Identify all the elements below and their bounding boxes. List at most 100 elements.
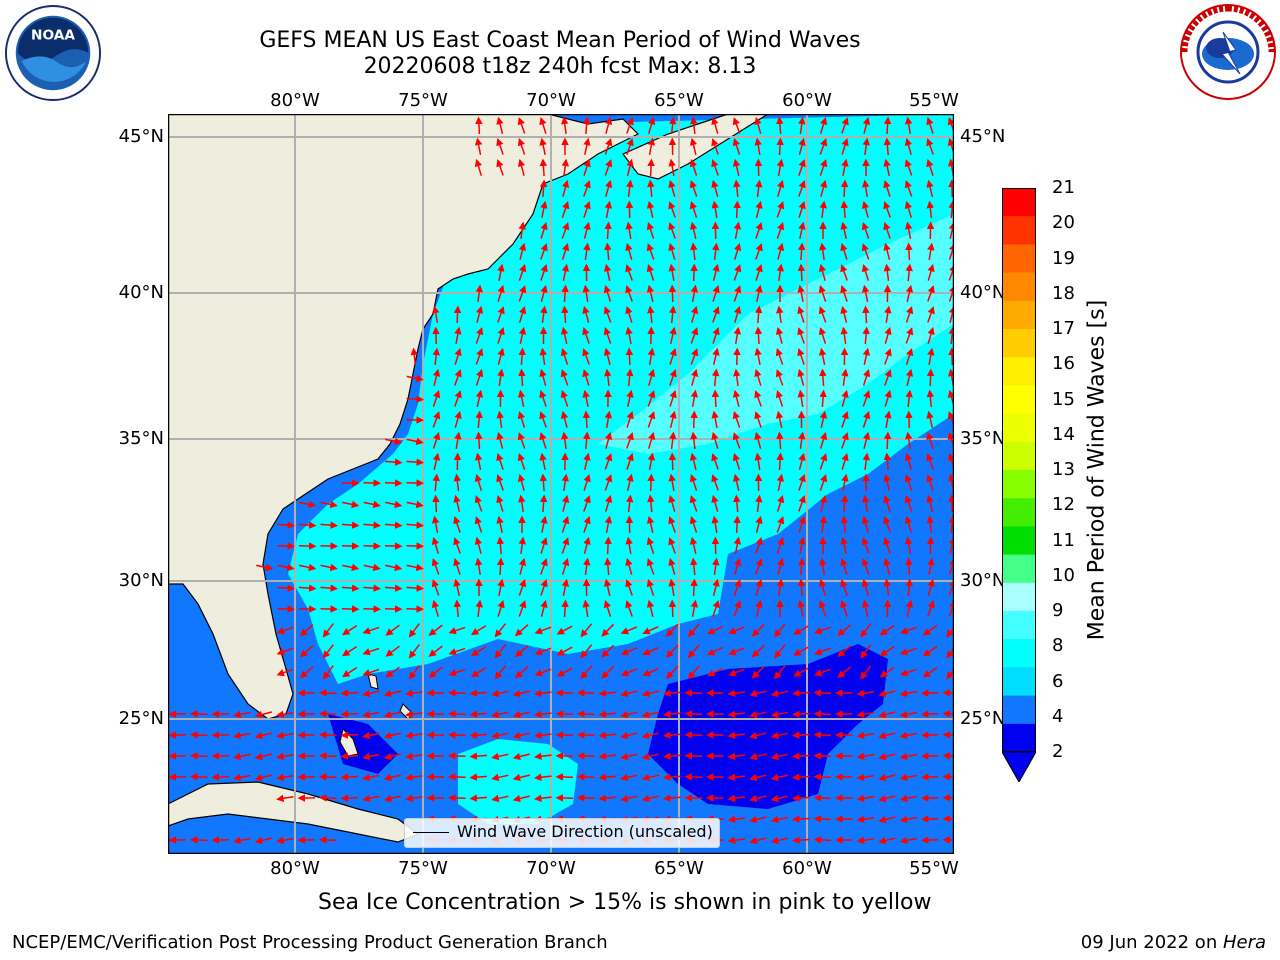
wind-wave-arrow	[775, 369, 784, 386]
wind-wave-arrow	[776, 305, 784, 324]
wind-wave-arrow	[883, 431, 892, 450]
wind-wave-arrow	[899, 731, 918, 740]
wind-wave-arrow	[383, 773, 401, 782]
wind-wave-arrow	[518, 242, 527, 260]
wind-wave-arrow	[728, 668, 745, 677]
wind-wave-arrow	[583, 242, 591, 261]
wind-wave-arrow	[712, 557, 720, 575]
wind-wave-arrow	[561, 431, 569, 450]
wind-wave-arrow	[706, 625, 724, 635]
wind-wave-arrow	[690, 348, 699, 365]
wind-wave-arrow	[620, 626, 638, 635]
wind-wave-arrow	[405, 710, 423, 718]
wind-wave-arrow	[727, 689, 745, 697]
wind-wave-arrow	[454, 410, 462, 428]
wind-wave-arrow	[690, 557, 698, 576]
wind-wave-arrow	[689, 536, 698, 554]
legend-line-swatch	[413, 832, 449, 833]
wind-wave-arrow	[669, 326, 677, 344]
wind-wave-arrow	[733, 515, 741, 534]
map-frame	[168, 114, 954, 854]
wind-wave-arrow	[320, 563, 338, 572]
wind-wave-arrow	[561, 242, 570, 260]
wind-wave-arrow	[668, 537, 676, 554]
wind-wave-arrow	[454, 369, 462, 386]
wind-wave-arrow	[797, 263, 806, 282]
sea-ice-note: Sea Ice Concentration > 15% is shown in …	[318, 890, 932, 915]
wind-wave-arrow	[474, 452, 483, 471]
wind-wave-arrow	[603, 284, 612, 302]
wind-wave-arrow	[904, 452, 913, 470]
colorbar-band	[1002, 385, 1036, 415]
wind-wave-arrow	[512, 773, 530, 782]
wind-wave-arrow	[776, 452, 784, 471]
wind-wave-arrow	[727, 773, 745, 781]
wind-wave-arrow	[751, 623, 765, 637]
wind-wave-arrow	[733, 557, 742, 575]
wind-wave-arrow	[496, 494, 504, 512]
wind-wave-arrow	[904, 116, 913, 135]
wind-wave-arrow	[475, 284, 483, 302]
wind-wave-arrow	[512, 794, 530, 803]
wind-wave-arrow	[776, 557, 785, 575]
lon-label-bottom: 70°W	[526, 858, 576, 879]
wind-wave-arrow	[841, 117, 849, 134]
wind-wave-arrow	[884, 369, 892, 386]
wind-wave-arrow	[922, 645, 938, 657]
wind-wave-arrow	[577, 731, 595, 739]
wind-wave-arrow	[491, 689, 509, 698]
wind-wave-arrow	[663, 710, 681, 718]
wind-wave-arrow	[604, 137, 613, 155]
wind-wave-arrow	[454, 326, 462, 345]
wind-wave-arrow	[408, 623, 420, 638]
wind-wave-arrow	[732, 117, 741, 134]
wind-wave-arrow	[818, 263, 827, 281]
wind-wave-arrow	[798, 452, 806, 470]
wind-wave-arrow	[340, 731, 359, 739]
wind-wave-arrow	[342, 645, 358, 657]
wind-wave-arrow	[733, 536, 742, 555]
wind-wave-arrow	[494, 623, 506, 638]
wind-wave-arrow	[406, 521, 424, 529]
wind-wave-arrow	[604, 116, 613, 134]
wind-wave-arrow	[561, 179, 570, 197]
wind-wave-arrow	[540, 305, 548, 324]
wind-wave-arrow	[860, 644, 872, 659]
wind-wave-arrow	[841, 432, 849, 449]
wind-wave-arrow	[749, 752, 767, 761]
wind-wave-arrow	[792, 794, 810, 802]
wind-wave-arrow	[276, 773, 294, 782]
wind-wave-arrow	[819, 138, 828, 155]
wind-wave-arrow	[776, 137, 784, 156]
colorbar-tick-label: 13	[1052, 459, 1075, 480]
wind-wave-arrow	[663, 731, 681, 739]
wind-wave-arrow	[792, 689, 810, 697]
wind-wave-arrow	[905, 347, 914, 365]
wind-wave-arrow	[668, 222, 676, 239]
wind-wave-arrow	[814, 626, 831, 635]
wind-wave-arrow	[475, 599, 483, 617]
lat-label-right: 25°N	[960, 708, 1006, 729]
wind-wave-arrow	[448, 731, 466, 739]
wind-wave-arrow	[603, 347, 612, 365]
wind-wave-arrow	[534, 689, 552, 697]
wind-wave-arrow	[534, 626, 552, 635]
wind-wave-arrow	[448, 794, 466, 802]
wind-wave-arrow	[598, 794, 617, 802]
wind-wave-arrow	[383, 794, 401, 803]
wind-wave-arrow	[432, 411, 441, 428]
wind-wave-arrow	[883, 557, 891, 575]
wind-wave-arrow	[798, 200, 806, 218]
colorbar-tick-label: 18	[1052, 282, 1075, 304]
wind-wave-arrow	[470, 646, 487, 657]
wind-wave-arrow	[642, 647, 659, 656]
wind-wave-arrow	[775, 326, 784, 344]
wind-wave-arrow	[711, 159, 719, 176]
wind-wave-arrow	[927, 306, 935, 323]
wind-wave-arrow	[899, 647, 917, 656]
wind-wave-arrow	[814, 647, 831, 656]
wind-wave-arrow	[453, 494, 461, 512]
wind-wave-arrow	[689, 452, 698, 470]
wind-wave-arrow	[647, 452, 656, 471]
wind-wave-arrow	[668, 473, 676, 492]
